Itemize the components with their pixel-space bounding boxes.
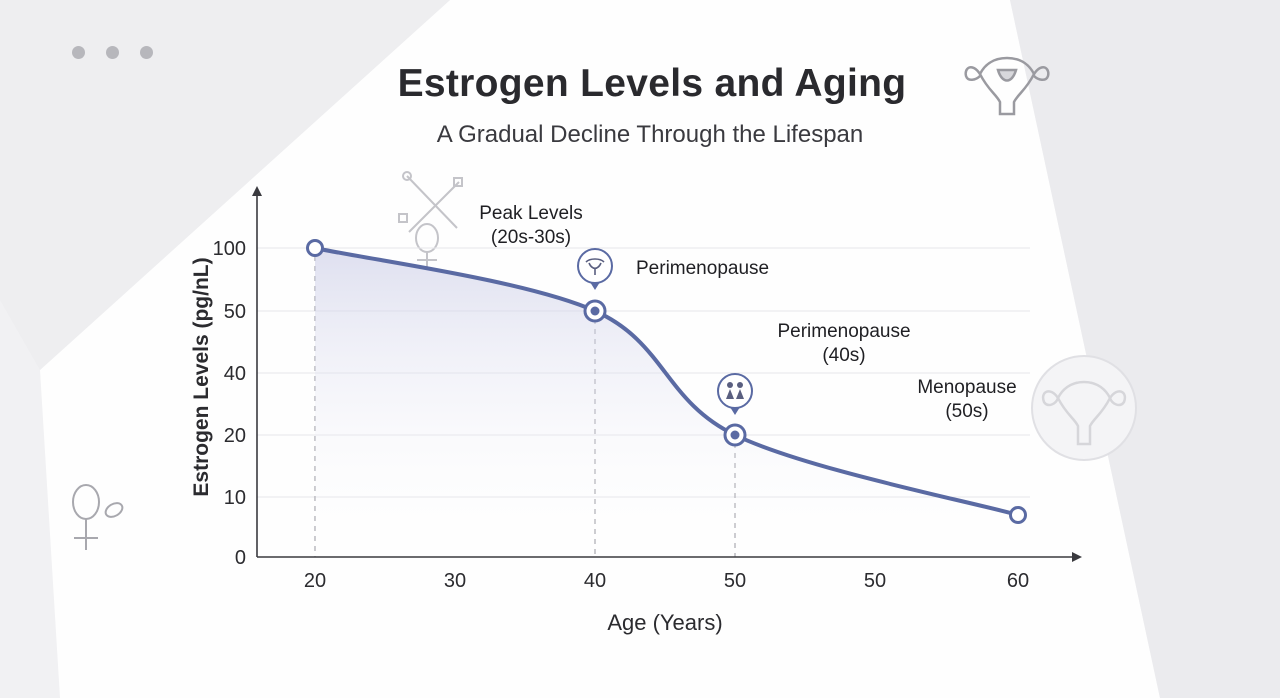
- uterus-glyph: [585, 258, 605, 275]
- x-axis-arrow: [1072, 552, 1082, 562]
- y-tick-label: 40: [224, 363, 246, 385]
- y-tick-label: 10: [224, 487, 246, 509]
- uterus-circle-icon: [1031, 355, 1137, 461]
- chart-title: Estrogen Levels and Aging: [397, 62, 907, 105]
- pin-circle: [577, 248, 613, 284]
- x-tick-label: 20: [304, 570, 326, 592]
- annotation-label: (50s): [945, 401, 988, 422]
- pin-circle: [717, 373, 753, 409]
- window-dot: [72, 46, 85, 59]
- y-tick-label: 20: [224, 425, 246, 447]
- annotation-label: (20s-30s): [491, 227, 571, 248]
- annotation-label: Menopause: [917, 377, 1016, 398]
- window-dot: [106, 46, 119, 59]
- window-dots: [72, 46, 153, 59]
- figure-body: [726, 389, 744, 399]
- data-point: [306, 239, 324, 257]
- pin-tail: [590, 282, 600, 290]
- x-tick-label: 50: [724, 570, 746, 592]
- y-tick-label: 50: [224, 301, 246, 323]
- y-axis-arrow: [252, 186, 262, 196]
- annotation-label: (40s): [822, 345, 865, 366]
- series-line: [313, 246, 1020, 517]
- x-tick-label: 30: [444, 570, 466, 592]
- data-point: [1009, 506, 1027, 524]
- y-axis-label: Estrogen Levels (pg/nL): [190, 257, 213, 496]
- y-tick-label: 0: [235, 547, 246, 569]
- medical-symbol-icon: [398, 171, 463, 268]
- annotation-label: Perimenopause: [777, 321, 910, 342]
- uterus-icon: [964, 56, 1050, 116]
- chart-subtitle: A Gradual Decline Through the Lifespan: [436, 121, 864, 148]
- female-symbol-icon: [72, 484, 124, 550]
- x-tick-label: 50: [864, 570, 886, 592]
- figures-pin-icon: [717, 373, 753, 415]
- figure-head: [737, 382, 743, 388]
- figure-head: [727, 382, 733, 388]
- data-point-core: [730, 430, 740, 440]
- x-axis-label: Age (Years): [607, 610, 722, 635]
- x-tick-label: 40: [584, 570, 606, 592]
- area-fill: [315, 248, 1018, 557]
- y-tick-label: 100: [213, 238, 246, 260]
- uterus-pin-icon: [577, 248, 613, 290]
- window-dot: [140, 46, 153, 59]
- annotation-label: Perimenopause: [636, 258, 769, 279]
- annotation-label: Peak Levels: [479, 203, 583, 224]
- x-tick-label: 60: [1007, 570, 1029, 592]
- pin-tail: [730, 407, 740, 415]
- data-point-core: [590, 306, 600, 316]
